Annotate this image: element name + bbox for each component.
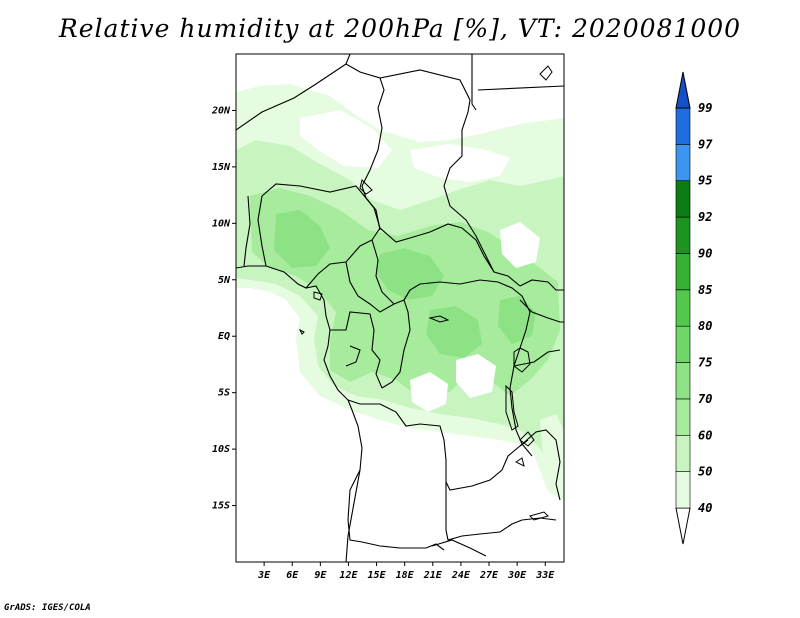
colorbar-label: 40 <box>698 501 712 515</box>
latitude-axis: 20N 15N 10N 5N EQ 5S 10S 15S <box>211 105 236 512</box>
colorbar-label: 75 <box>698 356 712 370</box>
lakes-islands <box>298 65 553 521</box>
colorbar-label: 97 <box>698 137 713 151</box>
colorbar-label: 92 <box>698 210 712 224</box>
colorbar-box <box>675 107 691 145</box>
lon-tick-label: 30E <box>507 570 527 581</box>
colorbar-box <box>675 362 691 400</box>
country-boundaries <box>236 54 564 562</box>
dry-area-east <box>500 222 540 268</box>
colorbar-label: 50 <box>698 465 712 479</box>
humidity-shading <box>236 84 564 562</box>
longitude-axis: 3E 6E 9E 12E 15E 18E 21E 24E 27E 30E 33E <box>257 562 555 581</box>
colorbar-label: 99 <box>698 101 712 115</box>
colorbar-label: 80 <box>698 319 712 333</box>
colorbar-upper-arrow <box>675 71 691 109</box>
map-frame <box>235 53 565 563</box>
lat-tick-label: 5N <box>218 275 231 286</box>
lon-tick-label: 9E <box>314 570 327 581</box>
colorbar-box <box>675 216 691 254</box>
lat-tick-label: 10N <box>212 218 231 229</box>
colorbar-box <box>675 253 691 291</box>
colorbar-label: 95 <box>698 174 712 188</box>
colorbar-box <box>675 325 691 363</box>
lon-tick-label: 18E <box>396 570 415 581</box>
colorbar-box <box>675 289 691 327</box>
colorbar-box <box>675 398 691 436</box>
humidity-area-75-80 <box>274 210 536 358</box>
colorbar-label: 85 <box>698 283 712 297</box>
coastline <box>236 265 363 562</box>
colorbar-box <box>675 434 691 472</box>
colorbar: 40 50 60 70 75 80 85 90 92 95 97 99 <box>675 71 713 545</box>
colorbar-box <box>675 144 691 182</box>
colorbar-label: 70 <box>698 392 712 406</box>
lat-tick-label: 15S <box>212 501 230 512</box>
lon-tick-label: 6E <box>286 570 299 581</box>
dry-area-north <box>300 110 510 182</box>
chart-title: Relative humidity at 200hPa [%], VT: 202… <box>58 14 742 43</box>
dry-area-south <box>236 300 564 562</box>
lon-tick-label: 24E <box>451 570 471 581</box>
lat-tick-label: 20N <box>211 105 231 116</box>
colorbar-label: 90 <box>698 246 712 260</box>
lon-tick-label: 12E <box>339 570 358 581</box>
grads-credit: GrADS: IGES/COLA <box>4 603 91 613</box>
lon-tick-label: 15E <box>368 570 387 581</box>
lat-tick-label: 5S <box>218 388 230 399</box>
lon-tick-label: 33E <box>535 570 555 581</box>
lon-tick-label: 27E <box>479 570 499 581</box>
lon-tick-label: 3E <box>257 570 271 581</box>
humidity-area-east-strip <box>540 414 564 498</box>
lat-tick-label: EQ <box>218 331 230 342</box>
lon-tick-label: 21E <box>423 570 443 581</box>
lat-tick-label: 10S <box>212 444 230 455</box>
lat-tick-label: 15N <box>212 162 231 173</box>
colorbar-label: 60 <box>698 428 712 442</box>
colorbar-box <box>675 471 691 509</box>
colorbar-lower-arrow <box>675 507 691 545</box>
colorbar-box <box>675 180 691 218</box>
